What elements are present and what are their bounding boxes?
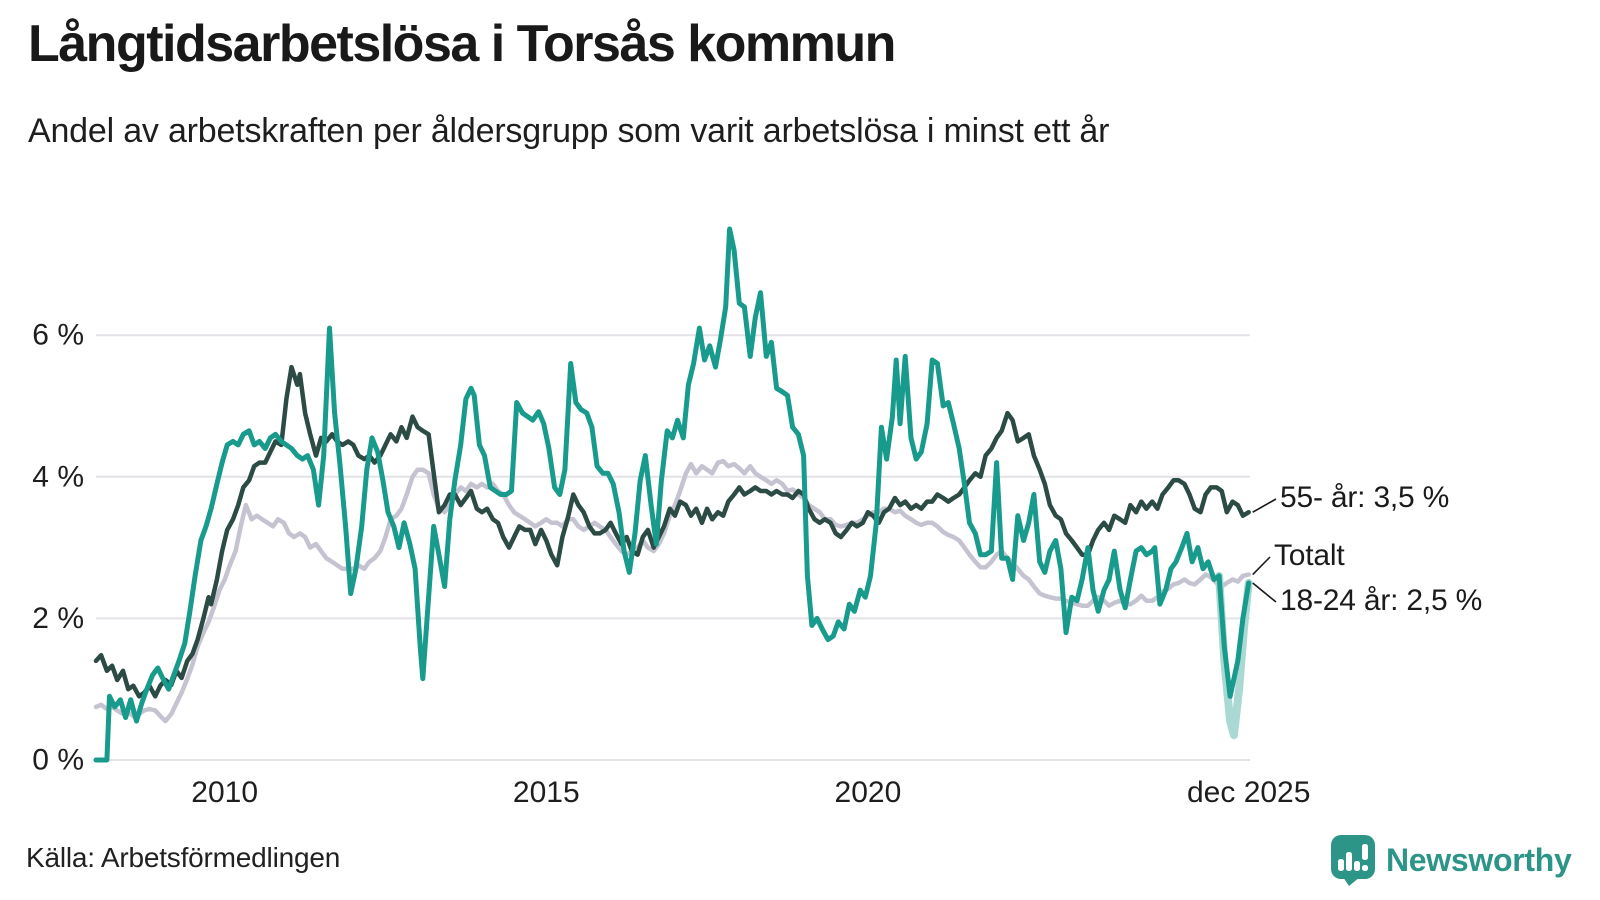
y-tick-label: 0 % — [32, 744, 84, 777]
x-tick-label: 2010 — [191, 776, 258, 809]
series-line-55-ar — [93, 364, 1251, 699]
end-label-18-24-ar: 18-24 år: 2,5 % — [1280, 584, 1483, 617]
end-label-totalt: Totalt — [1274, 539, 1345, 572]
page-title: Långtidsarbetslösa i Torsås kommun — [28, 15, 896, 73]
y-tick-label: 2 % — [32, 602, 84, 635]
leader-line-Totalt — [1252, 556, 1271, 576]
y-tick-label: 4 % — [32, 460, 84, 493]
y-axis-tick-labels: 6 % 4 % 2 % 0 % — [32, 319, 84, 777]
series-line-18-24-ar — [93, 226, 1252, 763]
series-line-totalt — [93, 458, 1251, 724]
end-label-55-ar: 55- år: 3,5 % — [1280, 481, 1450, 514]
gridlines — [96, 334, 1250, 761]
source-attribution: Källa: Arbetsförmedlingen — [26, 842, 341, 873]
x-tick-label: 2015 — [513, 776, 580, 809]
x-tick-label: 2020 — [835, 776, 902, 809]
chart-subtitle: Andel av arbetskraften per åldersgrupp s… — [28, 112, 1110, 150]
y-tick-label: 6 % — [32, 319, 84, 352]
callout-leader-lines — [1252, 498, 1277, 603]
series-lines — [93, 226, 1253, 763]
leader-line-1824r — [1252, 582, 1277, 603]
newsworthy-speech-bubble-bar-chart-icon — [1330, 834, 1376, 886]
leader-line-55r — [1252, 498, 1277, 513]
x-tick-label: dec 2025 — [1187, 776, 1310, 809]
newsworthy-wordmark: Newsworthy — [1386, 841, 1572, 878]
newsworthy-logo[interactable]: Newsworthy — [1330, 834, 1572, 886]
x-axis-tick-labels: 2010 2015 2020 dec 2025 — [191, 776, 1310, 809]
